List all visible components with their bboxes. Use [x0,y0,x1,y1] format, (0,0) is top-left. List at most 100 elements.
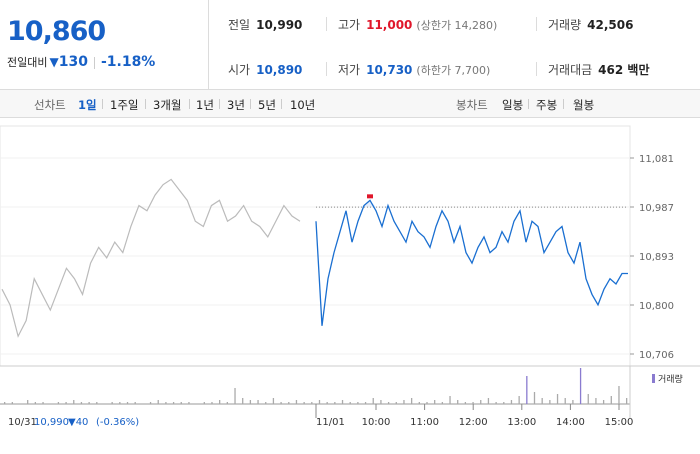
below-prev-close-area [316,200,628,208]
quote-header: 10,860 전일대비 ▼130 -1.18% 전일 10,990 고가 11,000(… [0,0,700,90]
tab-1year[interactable]: 1년 [196,98,214,112]
volume-bar [234,388,236,404]
tab-daily-candle[interactable]: 일봉 [502,98,524,112]
volume-bar [203,402,205,404]
prev-info-price: 10,990 [34,417,69,428]
divider [326,62,327,76]
volume-bar [34,402,37,404]
volume-bar [96,402,98,404]
volume-bar [449,396,451,404]
prev-day-line [1,178,301,338]
tab-3month[interactable]: 3개월 [153,98,182,112]
volume-bar [65,402,67,404]
today-date: 11/01 [316,417,345,428]
y-tick-label: 10,987 [639,203,674,214]
volume-bar [249,400,252,404]
volume-bar [610,396,612,404]
y-tick-label: 11,081 [639,154,674,165]
volume-bar [157,400,159,404]
tab-weekly-candle[interactable]: 주봉 [536,98,558,112]
divider [281,99,282,109]
volume-bar [434,400,436,404]
volume-bar [149,402,152,404]
grid [0,125,700,418]
volume-bar [334,402,336,404]
volume-bar [380,400,382,404]
divider [145,99,146,109]
volume-bar [80,402,83,404]
volume-bar [280,402,282,404]
volume-bar [295,400,298,404]
volume-bar [572,400,574,404]
volume-bar [418,402,420,404]
stat-prev-close: 전일 10,990 [228,18,303,32]
volume-bar [364,402,367,404]
volume-bar [464,402,467,404]
divider [536,62,537,76]
divider [326,17,327,31]
volume-bar [172,402,175,404]
divider [189,99,190,109]
tab-1week[interactable]: 1주일 [110,98,139,112]
volume-bar [303,402,305,404]
volume-bar [579,368,582,404]
volume-bar [495,402,497,404]
tab-1day[interactable]: 1일 [78,98,97,112]
volume-bar [88,402,90,404]
x-tick-label: 15:00 [605,417,634,428]
tab-10year[interactable]: 10년 [290,98,316,112]
volume-bar [510,400,513,404]
tab-3year[interactable]: 3년 [227,98,245,112]
volume-bar [126,402,129,404]
volume-bar [410,398,413,404]
divider [528,99,529,109]
plot-frame [0,125,631,367]
volume-bar [311,402,313,404]
stats-panel: 전일 10,990 고가 11,000 (상한가 14,280) 거래량 42,506 … [210,0,700,90]
volume-bar [441,402,444,404]
volume-bar [549,400,551,404]
volume-bar [426,402,428,404]
stat-amount: 거래대금 462 백만 [548,63,650,77]
prev-info-change: ▼40 [68,417,88,428]
volume-bar [564,398,566,404]
stat-volume: 거래량 42,506 [548,18,634,32]
current-price: 10,860 [7,16,106,47]
price-box: 10,860 전일대비 ▼130 -1.18% [0,0,209,90]
volume-bar [518,396,520,404]
period-tabs: 선차트 1일 1주일 3개월 1년 3년 5년 10년 봉차트 일봉 주봉 월봉 [0,90,700,118]
volume-bar [349,402,351,404]
prev-day-series [1,178,301,338]
tab-monthly-candle[interactable]: 월봉 [573,98,595,112]
volume-bar [134,402,136,404]
volume-legend-swatch [652,374,655,383]
volume-bar [526,376,528,404]
volume-bar [4,402,6,404]
x-tick-label: 14:00 [556,417,585,428]
volume-bar [595,398,597,404]
x-tick-label: 11:00 [410,417,439,428]
volume-bar [503,402,505,404]
y-axis: 11,081 10,987 10,893 10,800 10,706 [630,154,674,361]
high-marker [367,194,373,199]
volume-bar [387,402,390,404]
divider [102,99,103,109]
divider [93,57,95,69]
volume-bar [403,400,405,404]
volume-bar [457,400,459,404]
volume-bar [211,402,213,404]
x-tick-label: 12:00 [459,417,488,428]
change-label: 전일대비 [7,56,48,69]
chart-canvas: 11,081 10,987 10,893 10,800 10,706 10:00 11:0… [0,125,700,428]
volume-bar [341,400,344,404]
volume-bar [42,402,44,404]
volume-bar [219,400,221,404]
tab-5year[interactable]: 5년 [258,98,276,112]
stat-open: 시가 10,890 [228,63,303,77]
today-series [315,194,628,326]
volume-bar [480,400,482,404]
volume-bar [533,392,536,404]
prev-info-date: 10/31 [8,417,37,428]
volume-bar [602,400,605,404]
volume-bar [318,400,321,404]
